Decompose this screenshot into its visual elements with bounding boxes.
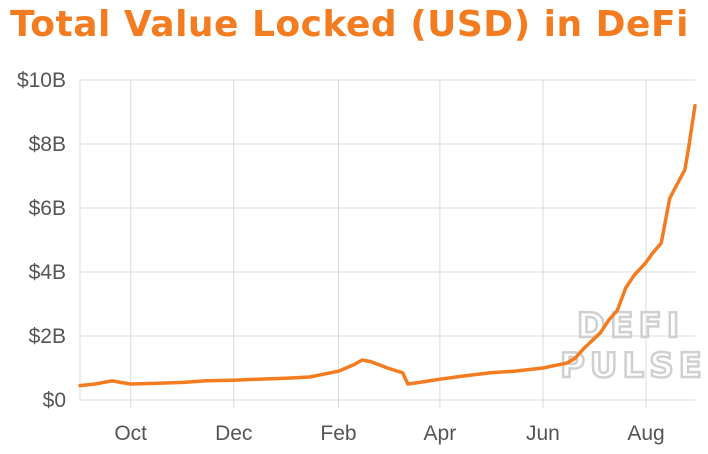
y-tick-label: $0 [43,389,66,412]
x-axis: Oct Dec Feb Apr Jun Aug [114,422,664,445]
x-tick-label: Aug [627,422,664,445]
y-tick-label: $2B [29,325,66,348]
y-tick-label: $10B [17,69,66,92]
y-tick-label: $8B [29,133,66,156]
x-tick-label: Jun [526,422,560,445]
y-tick-label: $4B [29,261,66,284]
x-tick-label: Apr [424,422,457,445]
y-tick-label: $6B [29,197,66,220]
x-tick-label: Oct [114,422,147,445]
x-tick-label: Dec [215,422,252,445]
y-axis: $0 $2B $4B $6B $8B $10B [17,69,66,412]
x-tick-label: Feb [320,422,356,445]
